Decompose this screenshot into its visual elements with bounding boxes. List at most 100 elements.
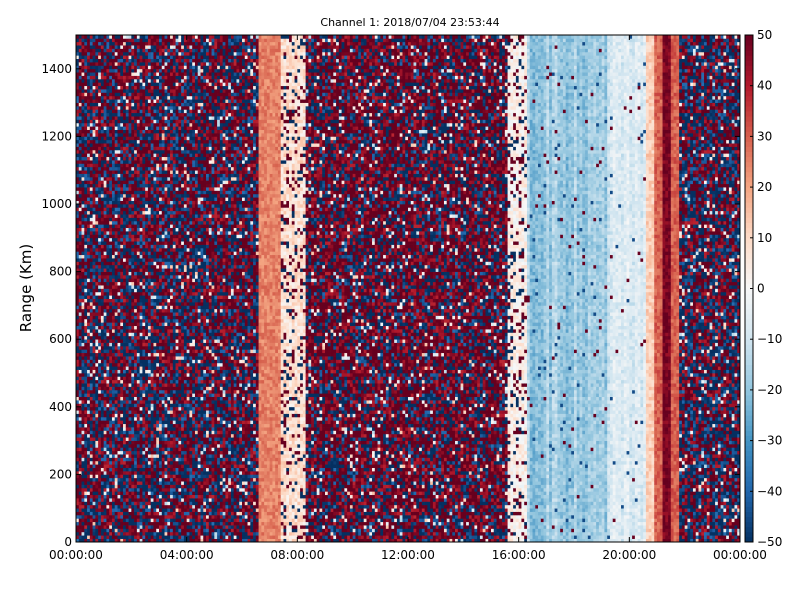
heatmap-cell xyxy=(145,187,149,191)
heatmap-cell xyxy=(134,48,138,53)
heatmap-cell xyxy=(147,487,152,492)
heatmap-cell xyxy=(95,200,99,205)
heatmap-cell xyxy=(156,72,160,76)
heatmap-cell xyxy=(134,498,138,502)
heatmap-cell xyxy=(89,129,93,134)
heatmap-cell xyxy=(87,484,91,489)
heatmap-cell xyxy=(95,45,99,49)
heatmap-cell xyxy=(134,105,138,110)
heatmap-cell xyxy=(150,122,154,127)
heatmap-cell xyxy=(76,447,80,452)
heatmap-cell xyxy=(111,494,116,499)
heatmap-cell xyxy=(92,231,96,235)
heatmap-cell xyxy=(84,339,88,343)
heatmap-cell xyxy=(128,227,132,232)
heatmap-cell xyxy=(81,58,85,63)
heatmap-cell xyxy=(100,373,105,377)
heatmap-cell xyxy=(142,264,146,269)
heatmap-cell xyxy=(131,366,135,370)
heatmap-cell xyxy=(156,535,160,539)
heatmap-cell xyxy=(153,373,157,377)
heatmap-cell xyxy=(136,335,140,340)
heatmap-cell xyxy=(81,376,85,381)
heatmap-cell xyxy=(136,366,140,370)
heatmap-cell xyxy=(134,440,138,445)
heatmap-cell xyxy=(92,65,96,70)
heatmap-cell xyxy=(123,214,127,218)
heatmap-cell xyxy=(139,302,143,306)
heatmap-cell xyxy=(123,146,127,151)
heatmap-cell xyxy=(92,403,96,408)
heatmap-cell xyxy=(106,467,110,472)
heatmap-cell xyxy=(123,237,127,242)
heatmap-cell xyxy=(114,413,118,418)
heatmap-cell xyxy=(125,62,129,66)
heatmap-cell xyxy=(100,176,105,181)
heatmap-cell xyxy=(142,234,146,239)
heatmap-cell xyxy=(128,491,132,496)
heatmap-cell xyxy=(131,89,135,93)
heatmap-cell xyxy=(145,92,149,97)
heatmap-cell xyxy=(147,474,152,479)
heatmap-cell xyxy=(125,261,129,266)
heatmap-cell xyxy=(142,258,146,262)
heatmap-cell xyxy=(87,35,91,39)
heatmap-cell xyxy=(100,45,105,49)
heatmap-cell xyxy=(111,531,116,536)
heatmap-cell xyxy=(156,58,160,63)
heatmap-cell xyxy=(92,498,96,502)
heatmap-cell xyxy=(98,460,102,465)
heatmap-cell xyxy=(164,190,168,195)
heatmap-cell xyxy=(117,312,121,316)
heatmap-cell xyxy=(95,210,99,215)
heatmap-cell xyxy=(153,430,157,435)
heatmap-cell xyxy=(120,268,124,272)
heatmap-cell xyxy=(145,139,149,144)
heatmap-cell xyxy=(89,156,93,161)
heatmap-cell xyxy=(100,224,105,229)
heatmap-cell xyxy=(150,335,154,340)
heatmap-cell xyxy=(156,62,160,66)
heatmap-cell xyxy=(95,89,99,93)
heatmap-cell xyxy=(109,471,113,475)
heatmap-cell xyxy=(100,122,105,127)
heatmap-cell xyxy=(145,373,149,377)
heatmap-cell xyxy=(78,464,82,468)
heatmap-cell xyxy=(98,359,102,364)
heatmap-cell xyxy=(167,531,171,536)
heatmap-cell xyxy=(134,180,138,185)
heatmap-cell xyxy=(106,68,110,73)
heatmap-cell xyxy=(139,315,143,320)
heatmap-cell xyxy=(167,396,171,401)
heatmap-cell xyxy=(111,376,116,381)
heatmap-cell xyxy=(106,45,110,49)
heatmap-cell xyxy=(89,204,93,208)
heatmap-cell xyxy=(98,298,102,303)
heatmap-cell xyxy=(89,312,93,316)
heatmap-cell xyxy=(76,109,80,114)
heatmap-cell xyxy=(81,318,85,323)
heatmap-cell xyxy=(164,342,168,347)
heatmap-cell xyxy=(134,160,138,164)
heatmap-cell xyxy=(147,163,152,168)
heatmap-cell xyxy=(139,102,143,107)
heatmap-cell xyxy=(139,450,143,455)
heatmap-cell xyxy=(150,65,154,70)
heatmap-cell xyxy=(156,224,160,229)
heatmap-cell xyxy=(161,166,165,171)
heatmap-cell xyxy=(134,403,138,408)
heatmap-cell xyxy=(147,166,152,171)
heatmap-cell xyxy=(145,464,149,468)
heatmap-cell xyxy=(117,149,121,154)
heatmap-cell xyxy=(78,454,82,458)
heatmap-cell xyxy=(131,339,135,343)
heatmap-cell xyxy=(84,386,88,391)
heatmap-cell xyxy=(98,210,102,215)
heatmap-cell xyxy=(147,139,152,144)
heatmap-cell xyxy=(92,521,96,526)
heatmap-cell xyxy=(156,109,160,114)
heatmap-cell xyxy=(134,187,138,191)
heatmap-cell xyxy=(87,163,91,168)
heatmap-cell xyxy=(89,508,93,512)
